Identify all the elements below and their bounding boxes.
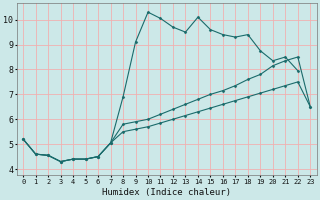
X-axis label: Humidex (Indice chaleur): Humidex (Indice chaleur) — [102, 188, 231, 197]
